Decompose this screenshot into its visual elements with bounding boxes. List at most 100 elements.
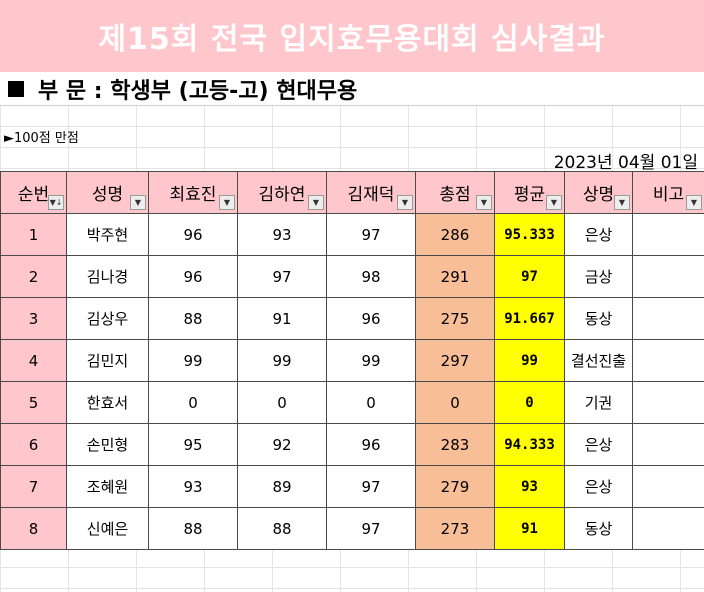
cell-average[interactable]: 95.333 [494, 213, 565, 256]
cell-total[interactable]: 0 [415, 381, 495, 424]
cell-award[interactable]: 기권 [564, 381, 633, 424]
cell-name[interactable]: 김나경 [66, 255, 149, 298]
cell-score-judge1[interactable]: 88 [148, 297, 238, 340]
table-row: 5 한효서 0 0 0 0 0 기권 [0, 381, 704, 424]
cell-total[interactable]: 273 [415, 507, 495, 550]
cell-name[interactable]: 한효서 [66, 381, 149, 424]
col-header-number[interactable]: 순번 ▼↓ [0, 171, 67, 214]
cell-name[interactable]: 김민지 [66, 339, 149, 382]
cell-remarks[interactable] [632, 465, 704, 508]
col-header-judge2[interactable]: 김하연 ▼ [237, 171, 327, 214]
cell-average[interactable]: 91 [494, 507, 565, 550]
dropdown-icon[interactable]: ▼ [476, 195, 492, 210]
cell-average[interactable]: 99 [494, 339, 565, 382]
cell-award[interactable]: 은상 [564, 213, 633, 256]
cell-name[interactable]: 조혜원 [66, 465, 149, 508]
cell-total[interactable]: 297 [415, 339, 495, 382]
cell-name[interactable]: 신예은 [66, 507, 149, 550]
cell-number[interactable]: 4 [0, 339, 67, 382]
cell-total[interactable]: 279 [415, 465, 495, 508]
cell-remarks[interactable] [632, 213, 704, 256]
cell-award[interactable]: 동상 [564, 297, 633, 340]
cell-number[interactable]: 5 [0, 381, 67, 424]
cell-average[interactable]: 93 [494, 465, 565, 508]
cell-score-judge3[interactable]: 96 [326, 423, 416, 466]
result-date: 2023년 04월 01일 [553, 153, 698, 173]
cell-award[interactable]: 동상 [564, 507, 633, 550]
dropdown-icon[interactable]: ▼ [686, 195, 702, 210]
cell-award[interactable]: 은상 [564, 423, 633, 466]
cell-average[interactable]: 94.333 [494, 423, 565, 466]
cell-score-judge3[interactable]: 97 [326, 213, 416, 256]
cell-score-judge3[interactable]: 97 [326, 465, 416, 508]
cell-average[interactable]: 97 [494, 255, 565, 298]
cell-award[interactable]: 결선진출 [564, 339, 633, 382]
cell-score-judge2[interactable]: 99 [237, 339, 327, 382]
dropdown-icon[interactable]: ▼ [546, 195, 562, 210]
dropdown-icon[interactable]: ▼ [308, 195, 324, 210]
table-row: 2 김나경 96 97 98 291 97 금상 [0, 255, 704, 298]
dropdown-icon[interactable]: ▼ [130, 195, 146, 210]
cell-remarks[interactable] [632, 423, 704, 466]
cell-score-judge1[interactable]: 95 [148, 423, 238, 466]
cell-score-judge3[interactable]: 97 [326, 507, 416, 550]
dropdown-icon[interactable]: ▼ [397, 195, 413, 210]
cell-score-judge2[interactable]: 0 [237, 381, 327, 424]
cell-award[interactable]: 금상 [564, 255, 633, 298]
cell-score-judge1[interactable]: 0 [148, 381, 238, 424]
cell-number[interactable]: 3 [0, 297, 67, 340]
col-header-judge1[interactable]: 최효진 ▼ [148, 171, 238, 214]
square-bullet-icon [8, 80, 24, 97]
cell-number[interactable]: 7 [0, 465, 67, 508]
sort-filter-icon[interactable]: ▼↓ [48, 195, 64, 210]
dropdown-icon[interactable]: ▼ [219, 195, 235, 210]
cell-average[interactable]: 0 [494, 381, 565, 424]
cell-name[interactable]: 박주현 [66, 213, 149, 256]
table-row: 7 조혜원 93 89 97 279 93 은상 [0, 465, 704, 508]
table-row: 8 신예은 88 88 97 273 91 동상 [0, 507, 704, 550]
cell-score-judge2[interactable]: 89 [237, 465, 327, 508]
col-header-name[interactable]: 성명 ▼ [66, 171, 149, 214]
cell-name[interactable]: 김상우 [66, 297, 149, 340]
cell-score-judge3[interactable]: 96 [326, 297, 416, 340]
cell-remarks[interactable] [632, 507, 704, 550]
cell-number[interactable]: 2 [0, 255, 67, 298]
cell-number[interactable]: 6 [0, 423, 67, 466]
cell-name[interactable]: 손민형 [66, 423, 149, 466]
col-header-remarks[interactable]: 비고 ▼ [632, 171, 704, 214]
cell-score-judge2[interactable]: 88 [237, 507, 327, 550]
cell-score-judge1[interactable]: 96 [148, 255, 238, 298]
cell-score-judge2[interactable]: 91 [237, 297, 327, 340]
table-row: 6 손민형 95 92 96 283 94.333 은상 [0, 423, 704, 466]
cell-total[interactable]: 275 [415, 297, 495, 340]
cell-score-judge1[interactable]: 99 [148, 339, 238, 382]
cell-average[interactable]: 91.667 [494, 297, 565, 340]
cell-score-judge3[interactable]: 98 [326, 255, 416, 298]
cell-remarks[interactable] [632, 381, 704, 424]
cell-score-judge1[interactable]: 96 [148, 213, 238, 256]
page-title: 제15회 전국 입지효무용대회 심사결과 [0, 0, 704, 72]
col-header-judge3[interactable]: 김재덕 ▼ [326, 171, 416, 214]
cell-award[interactable]: 은상 [564, 465, 633, 508]
cell-score-judge3[interactable]: 99 [326, 339, 416, 382]
dropdown-icon[interactable]: ▼ [614, 195, 630, 210]
cell-number[interactable]: 8 [0, 507, 67, 550]
cell-number[interactable]: 1 [0, 213, 67, 256]
results-table: 순번 ▼↓ 성명 ▼ 최효진 ▼ 김하연 ▼ 김재덕 ▼ 총점 ▼ 평균 ▼ 상명 ▼ 비고 ▼ … [0, 171, 704, 550]
cell-score-judge2[interactable]: 97 [237, 255, 327, 298]
cell-total[interactable]: 291 [415, 255, 495, 298]
cell-remarks[interactable] [632, 339, 704, 382]
cell-score-judge1[interactable]: 93 [148, 465, 238, 508]
col-header-award[interactable]: 상명 ▼ [564, 171, 633, 214]
cell-score-judge3[interactable]: 0 [326, 381, 416, 424]
cell-remarks[interactable] [632, 255, 704, 298]
table-row: 4 김민지 99 99 99 297 99 결선진출 [0, 339, 704, 382]
cell-total[interactable]: 286 [415, 213, 495, 256]
col-header-total[interactable]: 총점 ▼ [415, 171, 495, 214]
cell-score-judge1[interactable]: 88 [148, 507, 238, 550]
cell-score-judge2[interactable]: 92 [237, 423, 327, 466]
col-header-average[interactable]: 평균 ▼ [494, 171, 565, 214]
cell-remarks[interactable] [632, 297, 704, 340]
cell-score-judge2[interactable]: 93 [237, 213, 327, 256]
cell-total[interactable]: 283 [415, 423, 495, 466]
